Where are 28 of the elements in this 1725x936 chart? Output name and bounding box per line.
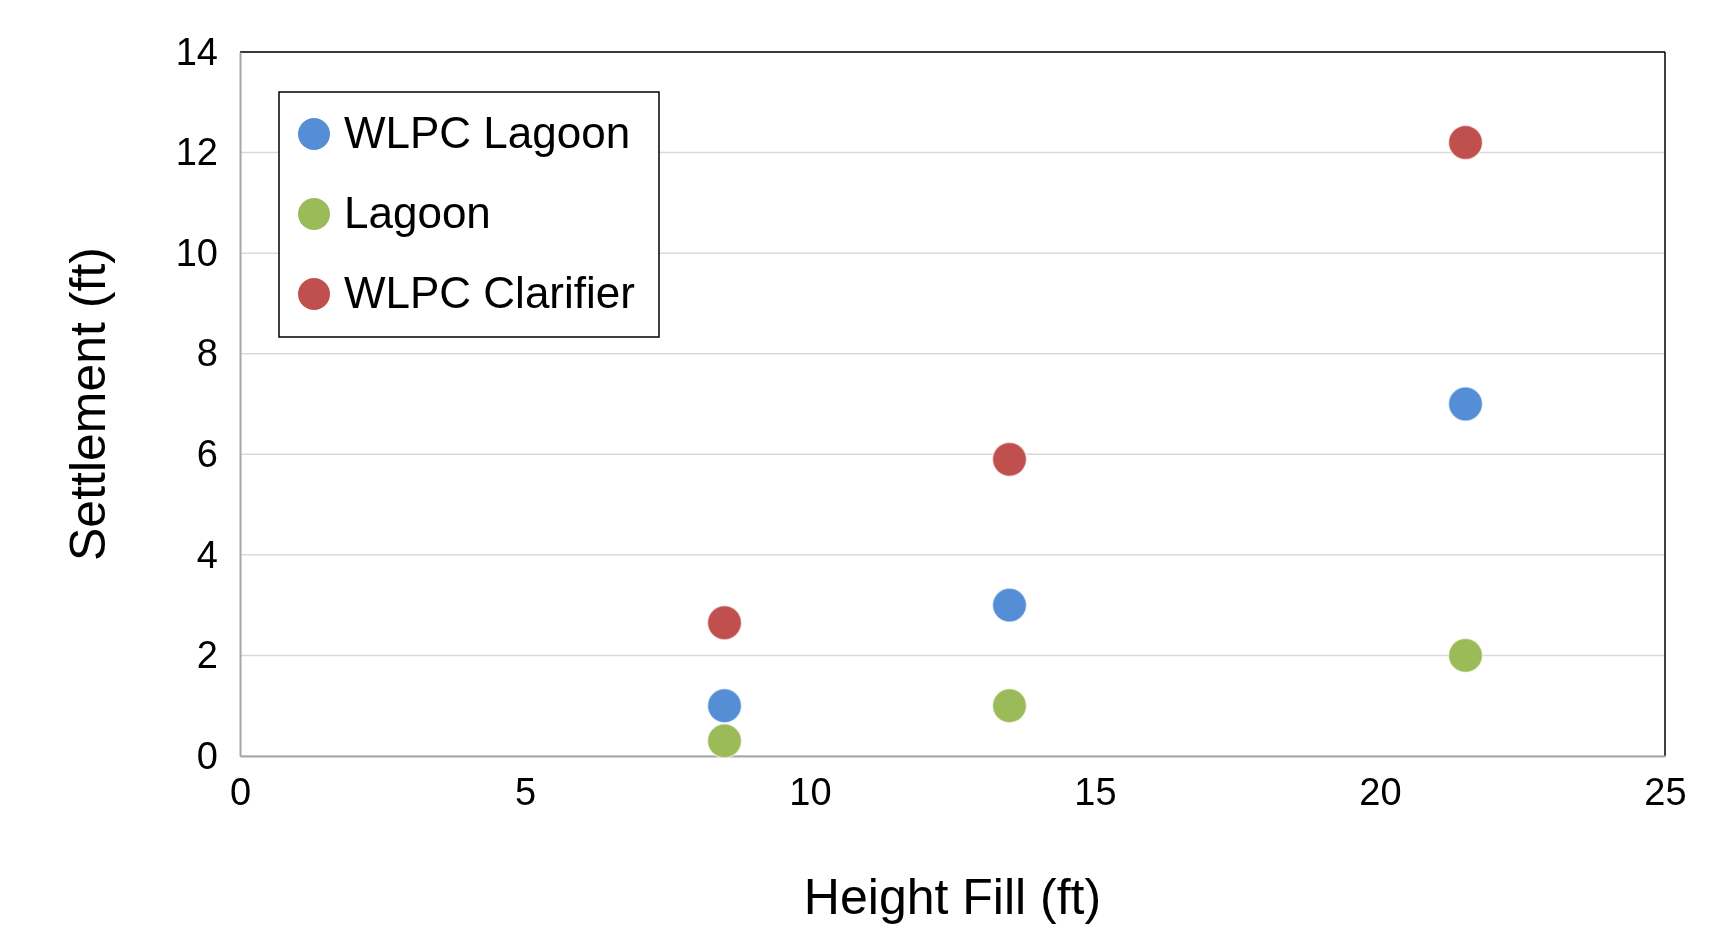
y-axis-title: Settlement (ft) <box>60 247 116 561</box>
point <box>706 723 743 759</box>
y-tick-label: 4 <box>196 533 218 576</box>
point <box>1447 386 1484 422</box>
x-tick-label: 25 <box>1644 770 1687 813</box>
y-tick-label: 12 <box>175 131 218 174</box>
legend-label: WLPC Clarifier <box>344 268 635 317</box>
x-tick-label: 15 <box>1074 770 1117 813</box>
point <box>706 605 743 641</box>
y-tick-label: 10 <box>175 231 218 274</box>
y-tick-label: 6 <box>196 432 218 475</box>
y-tick-label: 14 <box>175 30 218 73</box>
x-axis-title: Height Fill (ft) <box>803 869 1102 925</box>
point <box>991 441 1028 477</box>
y-tick-label: 0 <box>196 734 218 777</box>
point <box>1447 124 1484 161</box>
point <box>706 688 743 724</box>
point <box>991 688 1028 724</box>
x-tick-label: 5 <box>514 770 537 813</box>
x-tick-label: 0 <box>229 770 252 813</box>
point <box>1447 637 1484 674</box>
x-tick-label: 10 <box>789 770 832 813</box>
legend-label: WLPC Lagoon <box>344 108 631 157</box>
y-tick-label: 2 <box>196 634 218 677</box>
x-tick-label: 20 <box>1359 770 1402 813</box>
y-tick-label: 8 <box>196 332 218 375</box>
point <box>991 587 1028 623</box>
legend-label: Lagoon <box>344 188 491 237</box>
